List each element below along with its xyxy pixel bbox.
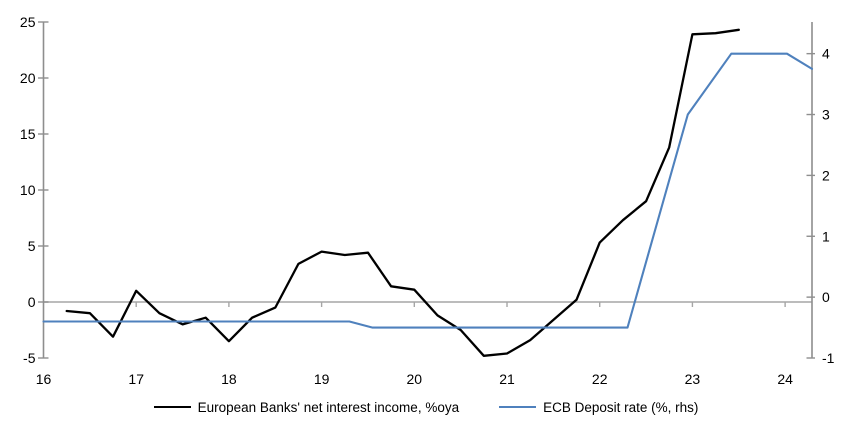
right-axis-tick-label: 1 bbox=[822, 228, 830, 244]
left-axis-tick-label: 25 bbox=[20, 14, 36, 30]
legend-line-swatch-nii bbox=[153, 406, 191, 408]
left-axis-tick-label: -5 bbox=[23, 350, 36, 366]
left-axis-tick-label: 5 bbox=[28, 238, 36, 254]
right-axis-tick-label: 0 bbox=[822, 289, 830, 305]
left-axis-tick-label: 15 bbox=[20, 126, 36, 142]
chart-legend: European Banks' net interest income, %oy… bbox=[0, 394, 852, 420]
left-axis-tick-label: 0 bbox=[28, 294, 36, 310]
legend-item-nii: European Banks' net interest income, %oy… bbox=[153, 399, 460, 415]
legend-line-swatch-ecb bbox=[499, 406, 537, 408]
x-axis-tick-label: 20 bbox=[407, 371, 423, 387]
left-axis-tick-label: 20 bbox=[20, 70, 36, 86]
series-line-ecb bbox=[42, 52, 814, 329]
right-axis-tick-label: 4 bbox=[822, 46, 830, 62]
x-axis-tick-label: 21 bbox=[499, 371, 515, 387]
right-axis-tick-label: -1 bbox=[822, 350, 835, 366]
x-axis-tick-label: 19 bbox=[314, 371, 330, 387]
legend-label-nii: European Banks' net interest income, %oy… bbox=[197, 399, 460, 415]
x-axis-tick-label: 18 bbox=[221, 371, 237, 387]
right-axis-tick-label: 2 bbox=[822, 167, 830, 183]
series-line-nii bbox=[65, 28, 740, 357]
x-axis-tick-label: 16 bbox=[36, 371, 52, 387]
x-axis-tick-label: 17 bbox=[128, 371, 144, 387]
x-axis-tick-label: 24 bbox=[777, 371, 793, 387]
left-axis-tick-label: 10 bbox=[20, 182, 36, 198]
x-axis-tick-label: 23 bbox=[685, 371, 701, 387]
x-axis-tick-label: 22 bbox=[592, 371, 608, 387]
right-axis-tick-label: 3 bbox=[822, 107, 830, 123]
legend-item-ecb: ECB Deposit rate (%, rhs) bbox=[499, 400, 698, 415]
legend-label-ecb: ECB Deposit rate (%, rhs) bbox=[543, 399, 699, 415]
